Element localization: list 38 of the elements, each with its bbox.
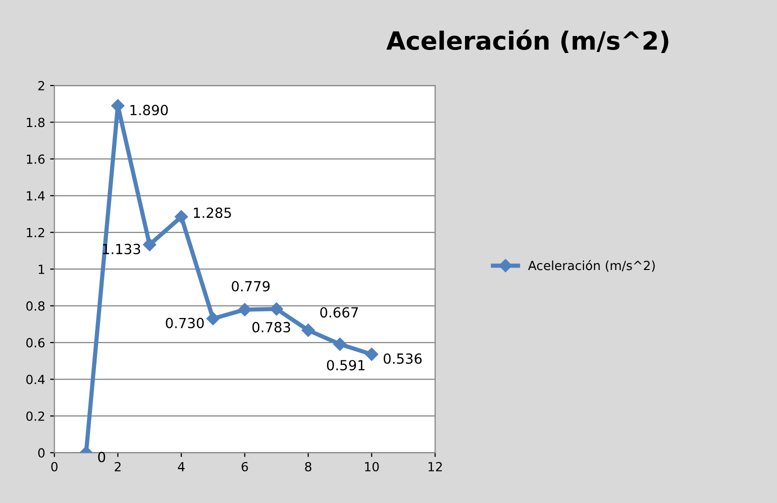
point <box>238 303 252 316</box>
point <box>111 99 124 112</box>
point <box>302 324 315 337</box>
data-label: 0.783 <box>252 322 290 332</box>
y-tick-label: 0 <box>38 448 45 458</box>
y-tick-label: 2 <box>38 80 44 90</box>
point <box>142 238 156 252</box>
data-label: 0.779 <box>232 280 270 292</box>
y-tick-label: 1.4 <box>26 191 45 200</box>
data-label: 0 <box>98 452 106 462</box>
x-tick-label: 2 <box>114 462 121 472</box>
data-label: 0.536 <box>384 353 422 364</box>
x-tick-label: 4 <box>178 462 185 472</box>
y-tick-label: 1 <box>38 264 44 274</box>
x-tick-label: 12 <box>428 462 442 472</box>
y-tick-label: 0.6 <box>26 338 45 348</box>
data-label: 0.591 <box>326 360 365 370</box>
text: Aceleración (m/s^2) <box>386 30 668 53</box>
y-tick-label: 0.2 <box>26 411 44 421</box>
point <box>333 338 347 351</box>
data-label: 1.285 <box>194 208 231 218</box>
x-tick-label: 0 <box>51 462 58 472</box>
point <box>270 302 284 316</box>
y-tick-label: 0.8 <box>26 301 45 311</box>
y-tick-label: 1.6 <box>26 154 45 164</box>
point <box>206 312 220 326</box>
x-tick-label: 6 <box>242 462 248 472</box>
data-label: 0.730 <box>166 318 204 328</box>
y-tick-label: 1.2 <box>26 228 44 238</box>
legend-label: Aceleración (m/s^2) <box>528 260 655 272</box>
data-label: 0.667 <box>320 307 358 318</box>
x-tick-label: 8 <box>305 462 312 472</box>
data-label: 1.890 <box>130 104 168 116</box>
x-tick-label: 10 <box>365 462 379 472</box>
y-tick-label: 1.8 <box>26 118 45 128</box>
y-tick-label: 0.4 <box>26 374 45 384</box>
point <box>365 348 378 361</box>
point <box>174 210 188 224</box>
